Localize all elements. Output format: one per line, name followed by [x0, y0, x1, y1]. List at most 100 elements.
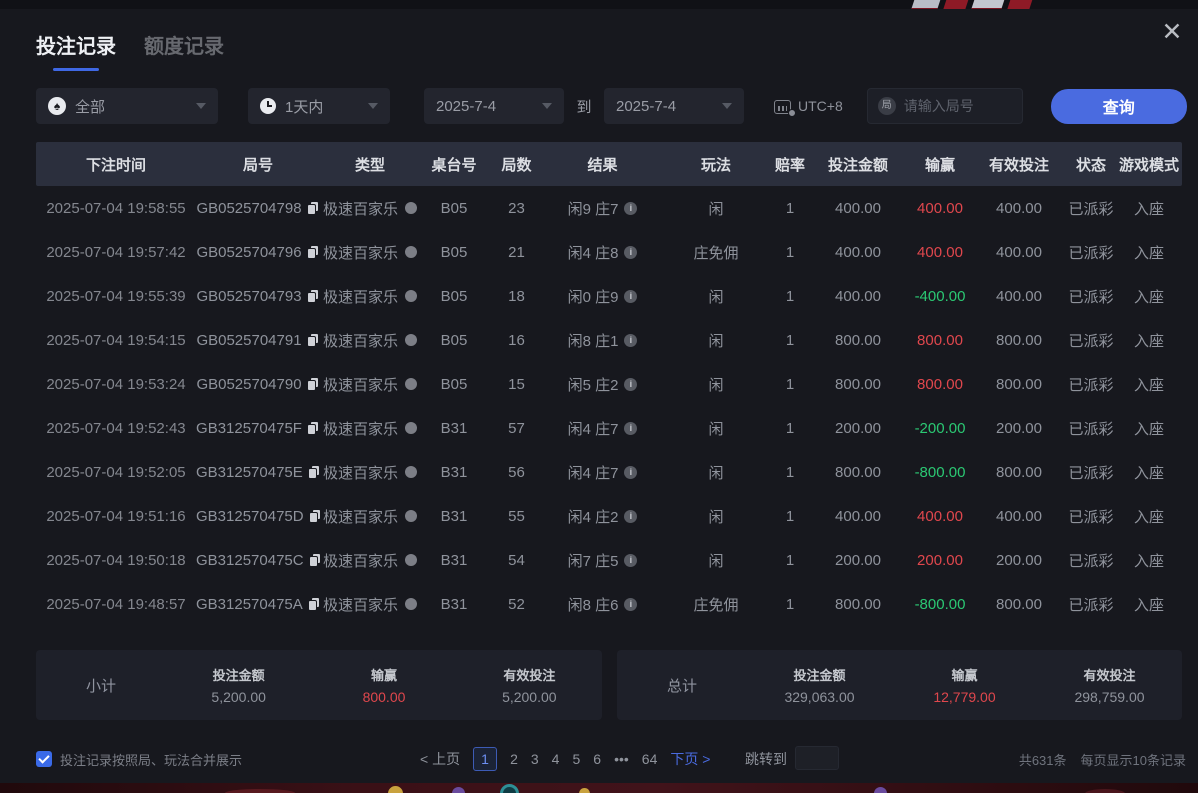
round-id: GB312570475E — [196, 450, 320, 494]
bet-amount: 400.00 — [835, 243, 881, 261]
subtotal-label: 小计 — [85, 677, 116, 695]
copy-icon[interactable] — [307, 421, 320, 435]
table-number: B05 — [440, 199, 468, 217]
page-button[interactable]: 3 — [530, 751, 539, 767]
copy-icon[interactable] — [308, 465, 320, 479]
status-badge: 已派彩 — [1068, 200, 1114, 218]
table-row: 2025-07-04 19:57:42 GB0525704796 极速百家乐 B… — [36, 230, 1182, 274]
date-to-value: 2025-7-4 — [616, 97, 677, 115]
summary-col-label: 输赢 — [951, 668, 978, 683]
status-badge: 已派彩 — [1068, 508, 1114, 526]
info-icon[interactable]: i — [624, 553, 638, 567]
total-valid-bet: 有效投注 298,759.00 — [1037, 665, 1182, 705]
odds: 1 — [785, 463, 795, 481]
summary-col-value: 329,063.00 — [784, 689, 855, 705]
result-cell: 闲7 庄5 i — [545, 538, 660, 582]
game-type-cell: 极速百家乐 — [320, 362, 420, 406]
page-button[interactable]: 4 — [551, 751, 560, 767]
jump-to-field[interactable] — [795, 746, 839, 770]
table-number: B31 — [440, 551, 468, 569]
info-icon[interactable]: i — [624, 333, 638, 347]
bet-time: 2025-07-04 19:50:18 — [46, 551, 186, 569]
result-text: 闲8 庄6 — [567, 596, 619, 614]
round-number: 54 — [508, 551, 525, 569]
copy-icon[interactable] — [307, 289, 320, 303]
info-icon[interactable]: i — [624, 377, 638, 391]
records-per-page: 每页显示10条记录 — [1080, 752, 1186, 768]
play-type: 闲 — [708, 552, 724, 570]
timezone-indicator[interactable]: UTC+8 — [774, 98, 843, 117]
info-icon[interactable]: i — [624, 465, 638, 479]
page-button[interactable]: 5 — [572, 751, 581, 767]
column-header: 局数 — [501, 156, 532, 174]
game-type-text: 极速百家乐 — [322, 200, 398, 218]
table-number: B31 — [440, 463, 468, 481]
result-text: 闲8 庄1 — [567, 332, 619, 350]
column-header: 类型 — [354, 156, 385, 174]
info-icon[interactable]: i — [624, 509, 638, 523]
merge-display-option[interactable]: 投注记录按照局、玩法合并展示 — [36, 746, 242, 772]
game-type-select[interactable]: ♠ 全部 — [36, 88, 218, 124]
valid-bet: 800.00 — [996, 463, 1042, 481]
tab-bet-records[interactable]: 投注记录 — [36, 30, 116, 71]
valid-bet: 400.00 — [996, 243, 1042, 261]
round-number: 18 — [508, 287, 525, 305]
bet-amount: 400.00 — [835, 199, 881, 217]
jump-to-input[interactable] — [796, 747, 838, 769]
chevron-down-icon — [196, 103, 206, 109]
info-icon[interactable]: i — [624, 245, 638, 259]
result-text: 闲4 庄7 — [567, 420, 619, 438]
round-id: GB312570475A — [196, 582, 320, 626]
date-to-select[interactable]: 2025-7-4 — [604, 88, 744, 124]
tab-bar: 投注记录 额度记录 — [36, 30, 224, 71]
table-row: 2025-07-04 19:50:18 GB312570475C 极速百家乐 B… — [36, 538, 1182, 582]
next-page-button[interactable]: 下页 > — [670, 751, 711, 767]
table-number: B05 — [440, 331, 468, 349]
result-cell: 闲4 庄7 i — [545, 406, 660, 450]
subtotal-bet-amount: 投注金额 5,200.00 — [166, 665, 311, 705]
time-range-select[interactable]: 1天内 — [248, 88, 390, 124]
page-button-current[interactable]: 1 — [473, 747, 498, 771]
page-button-last[interactable]: 64 — [641, 751, 658, 767]
game-type-cell: 极速百家乐 — [320, 494, 420, 538]
game-dot-icon — [405, 554, 417, 566]
prev-page-button[interactable]: < 上页 — [420, 751, 461, 767]
bet-amount: 800.00 — [835, 331, 881, 349]
result-cell: 闲0 庄9 i — [545, 274, 660, 318]
game-dot-icon — [405, 246, 417, 258]
summary-col-value: 12,779.00 — [933, 689, 996, 705]
merge-checkbox[interactable] — [36, 751, 52, 767]
date-from-select[interactable]: 2025-7-4 — [424, 88, 564, 124]
play-type: 闲 — [708, 288, 724, 306]
valid-bet: 400.00 — [996, 287, 1042, 305]
table-number: B05 — [440, 243, 468, 261]
round-number-field[interactable]: 局 — [866, 88, 1023, 124]
win-loss-amount: -800.00 — [914, 595, 966, 613]
info-icon[interactable]: i — [624, 421, 638, 435]
copy-icon[interactable] — [307, 201, 320, 215]
game-type-text: 极速百家乐 — [322, 464, 398, 482]
copy-icon[interactable] — [307, 245, 320, 259]
round-number-input[interactable] — [903, 98, 1012, 114]
grand-total-label: 总计 — [666, 677, 697, 695]
info-icon[interactable]: i — [624, 201, 638, 215]
query-button[interactable]: 查询 — [1050, 88, 1187, 124]
copy-icon[interactable] — [308, 597, 320, 611]
copy-icon[interactable] — [309, 553, 320, 567]
page-button[interactable]: 6 — [593, 751, 602, 767]
game-type-cell: 极速百家乐 — [320, 318, 420, 362]
copy-icon[interactable] — [307, 333, 320, 347]
bet-time: 2025-07-04 19:53:24 — [46, 375, 186, 393]
odds: 1 — [785, 419, 795, 437]
win-loss-amount: 400.00 — [917, 243, 963, 261]
result-cell: 闲8 庄6 i — [545, 582, 660, 626]
result-cell: 闲8 庄1 i — [545, 318, 660, 362]
close-icon[interactable]: ✕ — [1161, 18, 1183, 46]
info-icon[interactable]: i — [624, 289, 638, 303]
game-type-text: 极速百家乐 — [322, 508, 398, 526]
page-button[interactable]: 2 — [510, 751, 518, 767]
copy-icon[interactable] — [307, 377, 320, 391]
info-icon[interactable]: i — [624, 597, 638, 611]
copy-icon[interactable] — [309, 509, 320, 523]
tab-quota-records[interactable]: 额度记录 — [144, 30, 224, 71]
